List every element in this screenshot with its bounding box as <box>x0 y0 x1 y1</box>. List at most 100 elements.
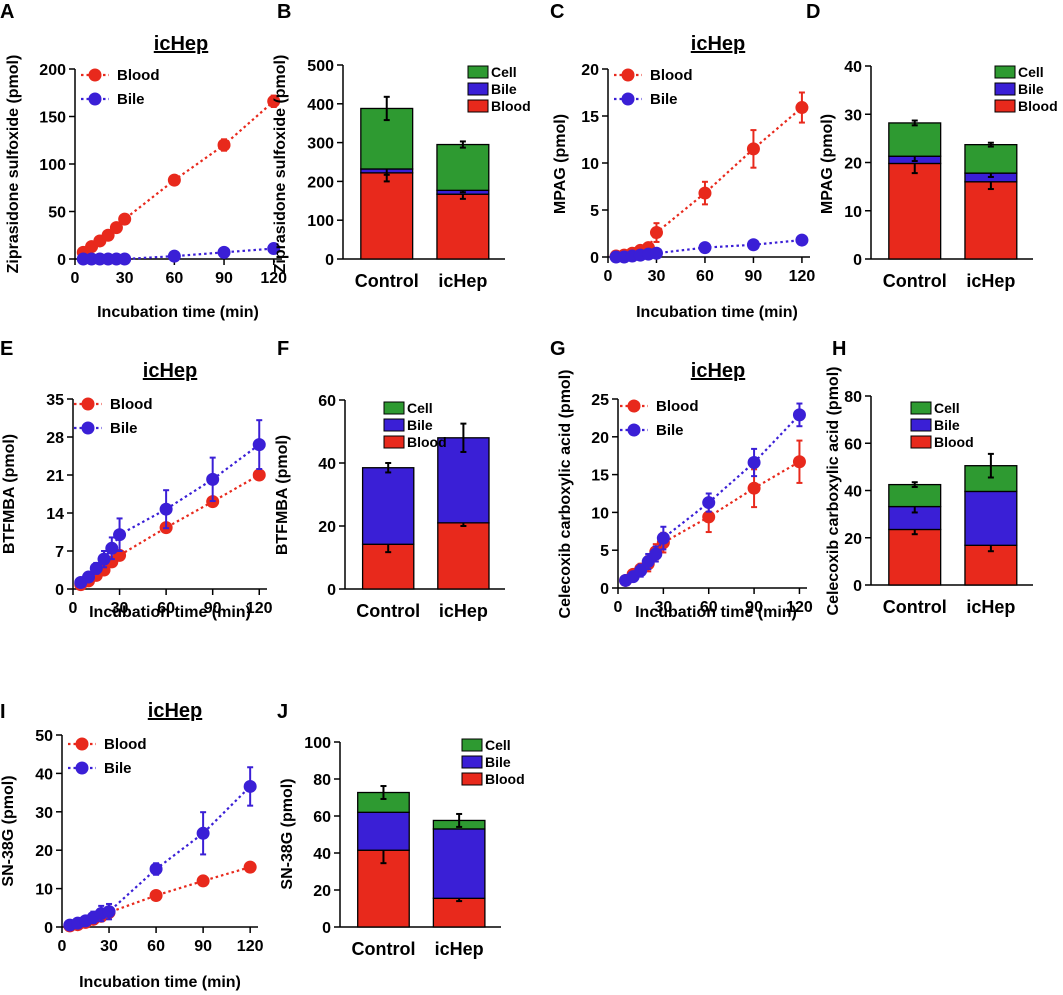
data-point-bile <box>102 905 116 919</box>
x-axis-label: Incubation time (min) <box>97 304 259 321</box>
x-tick-label: 120 <box>246 600 273 617</box>
series-line-bile <box>69 785 251 927</box>
panel-letter-f: F <box>277 338 289 360</box>
y-tick-label: 15 <box>591 468 609 485</box>
category-label: icHep <box>438 271 487 291</box>
legend-label: Bile <box>934 417 960 433</box>
data-point-blood <box>149 889 163 903</box>
chart-title: icHep <box>691 360 745 382</box>
legend-label: Blood <box>110 396 153 413</box>
y-tick-label: 200 <box>39 62 66 79</box>
y-tick-label: 0 <box>55 582 64 599</box>
data-point-bile <box>167 249 181 263</box>
category-label: icHep <box>439 601 488 621</box>
data-point-bile <box>649 246 663 260</box>
x-axis-label: Incubation time (min) <box>79 974 241 991</box>
legend-marker-bile <box>81 421 95 435</box>
y-axis-label: MPAG (pmol) <box>819 114 836 214</box>
data-point-blood <box>747 481 761 495</box>
data-point-blood <box>196 874 210 888</box>
legend-swatch-blood <box>383 435 405 449</box>
chart-title: icHep <box>691 33 745 55</box>
data-point-bile <box>243 779 257 793</box>
x-tick-label: 30 <box>116 270 134 287</box>
data-point-bile <box>267 242 281 256</box>
y-tick-label: 40 <box>844 59 862 76</box>
data-point-bile <box>113 528 127 542</box>
y-tick-label: 20 <box>581 62 599 79</box>
legend-label: Cell <box>407 400 433 416</box>
y-tick-label: 150 <box>39 110 66 127</box>
y-tick-label: 5 <box>590 203 599 220</box>
bar-segment-blood <box>888 162 942 260</box>
legend-label: Cell <box>934 400 960 416</box>
legend-label: Blood <box>485 771 525 787</box>
data-point-bile <box>118 252 132 266</box>
x-tick-label: 0 <box>71 270 80 287</box>
data-point-blood <box>109 221 123 235</box>
x-tick-label: 0 <box>614 599 623 616</box>
bar-segment-blood <box>888 528 942 586</box>
legend-marker-blood <box>621 68 635 82</box>
y-tick-label: 10 <box>591 505 609 522</box>
y-tick-label: 35 <box>46 392 64 409</box>
x-axis-label: Incubation time (min) <box>636 304 798 321</box>
category-label: icHep <box>435 939 484 959</box>
x-tick-label: 30 <box>100 938 118 955</box>
series-line-bile <box>616 238 803 259</box>
bar-segment-bile <box>357 811 410 851</box>
data-point-bile <box>89 561 103 575</box>
x-tick-label: 60 <box>147 938 165 955</box>
legend-label: Blood <box>117 67 160 84</box>
legend-label: Bile <box>485 754 511 770</box>
line-chart-i: 0 10 20 30 40 50 0 30 60 90 120 Incubation time (mi… <box>0 700 264 991</box>
y-tick-label: 20 <box>844 156 862 173</box>
data-point-bile <box>97 552 111 566</box>
y-axis-label: SN-38G (pmol) <box>0 775 17 886</box>
y-tick-label: 20 <box>591 430 609 447</box>
y-tick-label: 20 <box>844 531 862 548</box>
category-label: Control <box>883 597 947 617</box>
data-point-bile <box>206 472 220 486</box>
y-tick-label: 80 <box>844 389 862 406</box>
y-tick-label: 50 <box>35 728 53 745</box>
data-point-blood <box>792 455 806 469</box>
data-point-bile <box>792 408 806 422</box>
y-tick-label: 20 <box>35 843 53 860</box>
y-axis-label: Ziprasidone sulfoxide (pmol) <box>272 55 289 274</box>
legend-label: Blood <box>407 434 447 450</box>
y-tick-label: 0 <box>57 252 66 269</box>
x-tick-label: 0 <box>604 268 613 285</box>
y-tick-label: 7 <box>55 544 64 561</box>
y-tick-label: 50 <box>48 205 66 222</box>
y-axis-label: SN-38G (pmol) <box>279 778 296 889</box>
legend-swatch-bile <box>994 82 1016 96</box>
x-tick-label: 90 <box>215 270 233 287</box>
legend-label: Cell <box>485 737 511 753</box>
data-point-bile <box>196 826 210 840</box>
panel-letter-h: H <box>832 338 846 360</box>
x-tick-label: 120 <box>786 599 813 616</box>
y-tick-label: 0 <box>590 250 599 267</box>
bar-segment-cell <box>888 122 942 157</box>
line-chart-c: 0 5 10 15 20 0 30 60 90 120 Incubation time (min) M… <box>552 33 815 321</box>
data-point-blood <box>746 142 760 156</box>
category-label: Control <box>355 271 419 291</box>
x-tick-label: 120 <box>237 938 264 955</box>
data-point-blood <box>167 173 181 187</box>
y-tick-label: 100 <box>304 735 331 752</box>
y-tick-label: 200 <box>307 174 334 191</box>
legend-label: Bile <box>656 422 684 439</box>
category-label: Control <box>356 601 420 621</box>
data-point-blood <box>118 212 132 226</box>
panel-letter-e: E <box>0 338 13 360</box>
y-tick-label: 40 <box>313 846 331 863</box>
y-axis-label: MPAG (pmol) <box>552 114 569 214</box>
data-point-bile <box>634 564 648 578</box>
y-axis-label: Celecoxib carboxylic acid (pmol) <box>557 370 574 619</box>
y-tick-label: 30 <box>844 107 862 124</box>
category-label: icHep <box>966 597 1015 617</box>
y-tick-label: 500 <box>307 58 334 75</box>
